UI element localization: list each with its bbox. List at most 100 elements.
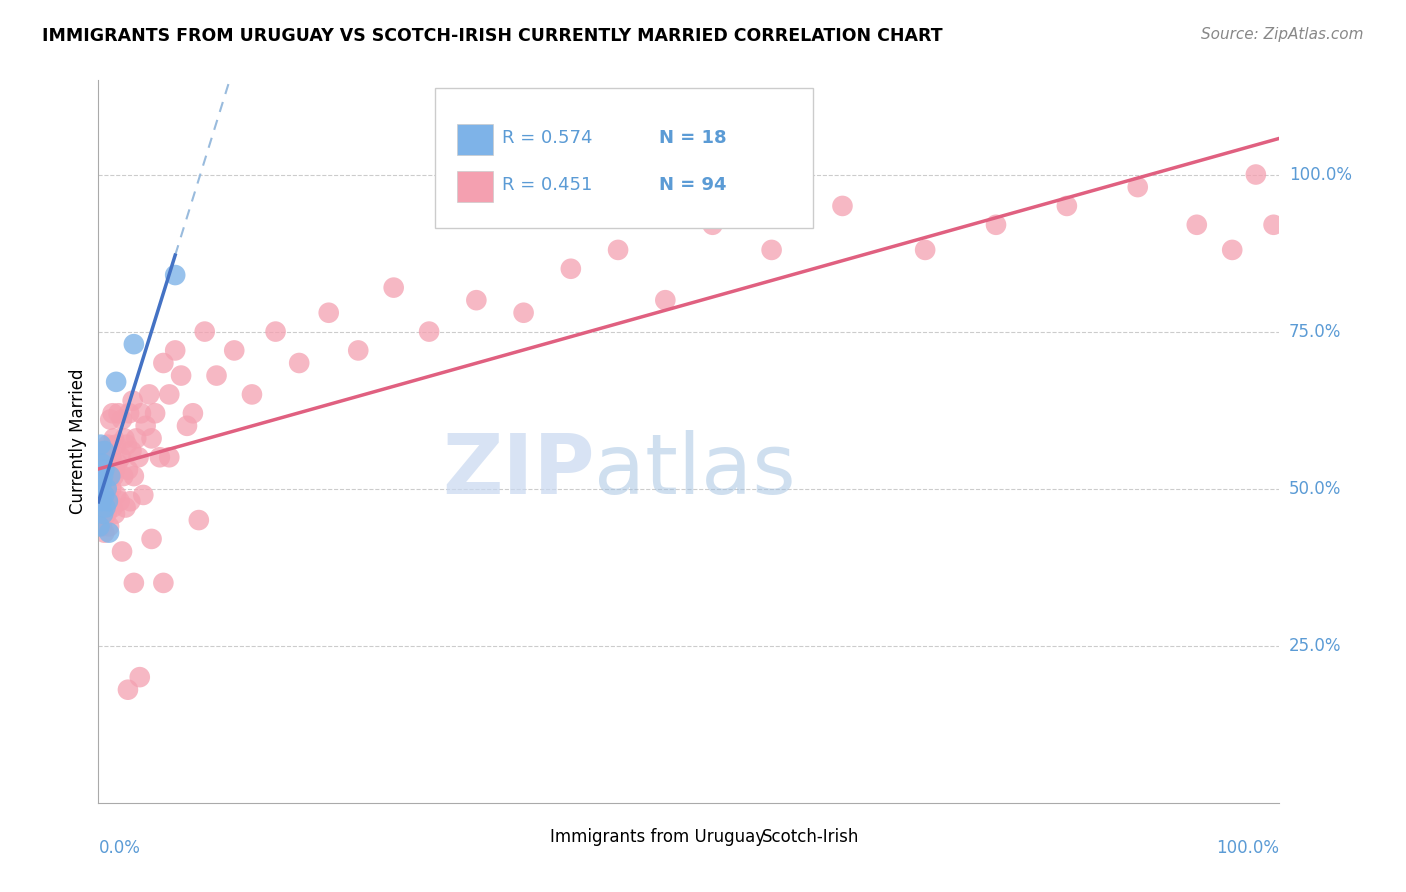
FancyBboxPatch shape [457,124,494,154]
Point [93,475,115,490]
Point [105,438,128,452]
Text: IMMIGRANTS FROM URUGUAY VS SCOTCH-IRISH CURRENTLY MARRIED CORRELATION CHART: IMMIGRANTS FROM URUGUAY VS SCOTCH-IRISH … [42,27,943,45]
Text: atlas: atlas [595,430,796,511]
Point [288,356,311,370]
Point [96,469,118,483]
Point [91,507,114,521]
FancyBboxPatch shape [725,823,758,850]
Point [205,368,228,383]
Point [96,482,118,496]
Point [98,519,121,533]
Point [607,243,630,257]
Point [194,325,217,339]
Point [93,488,115,502]
Point [152,575,174,590]
Point [465,293,488,308]
FancyBboxPatch shape [434,87,813,228]
Point [94,450,117,465]
Point [89,519,111,533]
Point [121,393,143,408]
Point [90,438,112,452]
Point [91,457,114,471]
Text: 100.0%: 100.0% [1289,166,1353,184]
Point [141,431,163,445]
Point [89,482,111,496]
Point [112,431,135,445]
Point [165,343,187,358]
Point [1126,180,1149,194]
Point [1244,168,1267,182]
Point [761,243,783,257]
Point [117,682,139,697]
Point [117,463,139,477]
Point [98,525,121,540]
Point [94,494,117,508]
Text: 0.0%: 0.0% [98,838,141,857]
Point [104,463,127,477]
Point [91,475,114,490]
Point [181,406,204,420]
Point [132,488,155,502]
Point [91,519,114,533]
Text: 50.0%: 50.0% [1289,480,1341,498]
Point [98,412,121,426]
Point [112,469,135,483]
Point [107,406,129,420]
Point [121,444,143,458]
Point [93,525,115,540]
Point [187,513,209,527]
Point [90,494,112,508]
Point [94,500,117,515]
Point [654,293,676,308]
Point [98,469,121,483]
Point [96,507,118,521]
Point [512,306,534,320]
Point [347,343,370,358]
FancyBboxPatch shape [513,823,546,850]
Point [702,218,724,232]
Point [240,387,263,401]
Point [141,532,163,546]
Y-axis label: Currently Married: Currently Married [69,368,87,515]
Point [91,469,114,483]
Point [93,444,115,458]
Point [98,494,121,508]
Point [114,500,136,515]
Point [914,243,936,257]
Point [382,280,405,294]
Point [103,431,125,445]
Point [90,469,112,483]
Point [105,488,128,502]
Point [101,406,124,420]
Point [100,450,122,465]
Point [129,406,152,420]
Point [128,450,150,465]
Point [111,412,134,426]
Text: Source: ZipAtlas.com: Source: ZipAtlas.com [1201,27,1364,42]
Text: R = 0.574: R = 0.574 [502,129,593,147]
FancyBboxPatch shape [457,171,494,202]
Point [108,494,131,508]
Point [91,482,114,496]
Point [224,343,246,358]
Point [831,199,853,213]
Point [91,500,114,515]
Text: 75.0%: 75.0% [1289,323,1341,341]
Point [318,306,340,320]
Point [560,261,582,276]
Point [111,544,134,558]
Point [115,438,138,452]
Point [264,325,287,339]
Point [128,670,150,684]
Point [101,500,124,515]
Point [120,494,142,508]
Point [157,450,180,465]
Point [1263,218,1285,232]
Point [143,406,166,420]
Point [105,457,128,471]
Text: 100.0%: 100.0% [1216,838,1279,857]
Text: 25.0%: 25.0% [1289,637,1341,655]
Point [135,418,157,433]
Point [170,368,193,383]
Point [176,418,198,433]
